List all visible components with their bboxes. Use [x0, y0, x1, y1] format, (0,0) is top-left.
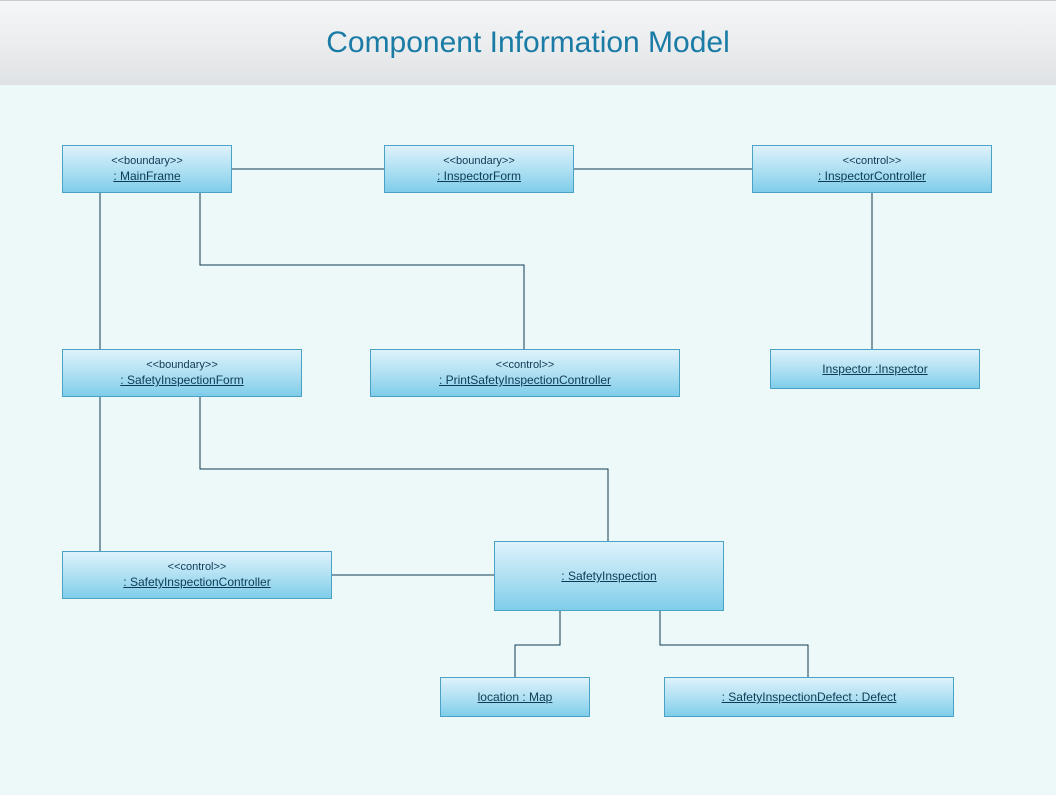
- uml-label: : SafetyInspection: [561, 569, 656, 583]
- uml-label: : InspectorForm: [437, 169, 521, 183]
- uml-edge: [200, 397, 608, 541]
- diagram-canvas: <<boundary>> : MainFrame <<boundary>> : Ins…: [0, 85, 1056, 795]
- uml-stereotype: <<boundary>>: [146, 359, 218, 371]
- uml-label: : SafetyInspectionDefect : Defect: [722, 690, 897, 704]
- uml-label: Inspector :Inspector: [822, 362, 927, 376]
- uml-stereotype: <<boundary>>: [443, 155, 515, 167]
- uml-label: : SafetyInspectionForm: [120, 373, 243, 387]
- page-title: Component Information Model: [326, 26, 730, 60]
- uml-stereotype: <<boundary>>: [111, 155, 183, 167]
- uml-node-safetyinspectionform: <<boundary>> : SafetyInspectionForm: [62, 349, 302, 397]
- uml-label: : InspectorController: [818, 169, 926, 183]
- uml-node-safetyinspectioncontroller: <<control>> : SafetyInspectionController: [62, 551, 332, 599]
- uml-label: location : Map: [478, 690, 553, 704]
- uml-node-printsafetycontroller: <<control>> : PrintSafetyInspectionContro…: [370, 349, 680, 397]
- uml-node-mainframe: <<boundary>> : MainFrame: [62, 145, 232, 193]
- uml-node-inspector: Inspector :Inspector: [770, 349, 980, 389]
- uml-edge: [200, 193, 524, 349]
- uml-label: : SafetyInspectionController: [123, 575, 270, 589]
- uml-label: : MainFrame: [113, 169, 180, 183]
- uml-node-inspectorform: <<boundary>> : InspectorForm: [384, 145, 574, 193]
- uml-node-safetyinspection: : SafetyInspection: [494, 541, 724, 611]
- title-bar: Component Information Model: [0, 1, 1056, 85]
- uml-stereotype: <<control>>: [168, 561, 227, 573]
- uml-node-locationmap: location : Map: [440, 677, 590, 717]
- uml-edge: [515, 611, 560, 677]
- uml-label: : PrintSafetyInspectionController: [439, 373, 611, 387]
- uml-node-inspectorcontroller: <<control>> : InspectorController: [752, 145, 992, 193]
- uml-edge: [660, 611, 808, 677]
- page: Component Information Model <<boundary>>…: [0, 0, 1056, 794]
- uml-stereotype: <<control>>: [843, 155, 902, 167]
- uml-stereotype: <<control>>: [496, 359, 555, 371]
- uml-node-safetyinspectiondefect: : SafetyInspectionDefect : Defect: [664, 677, 954, 717]
